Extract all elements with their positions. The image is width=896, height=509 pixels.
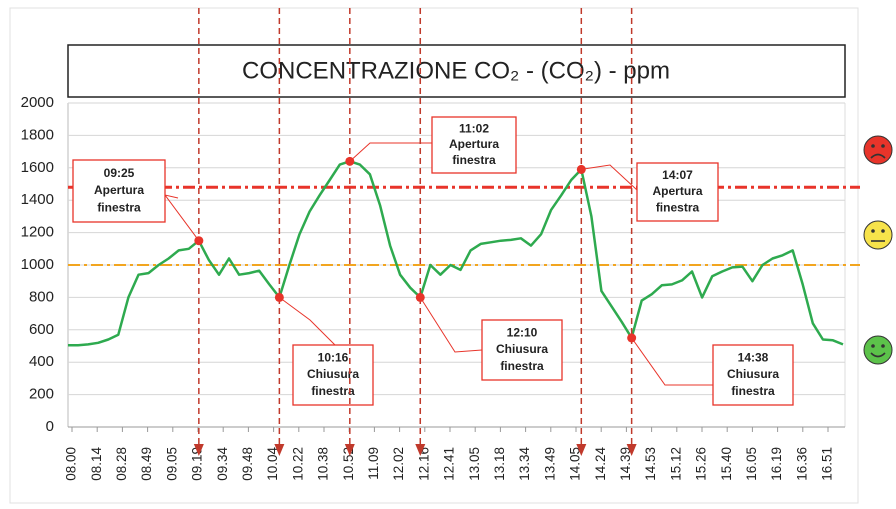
face-red	[863, 135, 893, 165]
y-tick-label: 200	[29, 386, 54, 403]
annotation-text: finestra	[97, 201, 141, 215]
annotation-box	[72, 159, 166, 223]
y-tick-label: 400	[29, 353, 54, 370]
annotation-text: Chiusura	[496, 342, 548, 356]
annotation-box	[481, 319, 563, 381]
x-tick-label: 16.05	[744, 447, 759, 481]
annotation-text: Apertura	[449, 137, 499, 151]
annotation-box	[636, 162, 719, 222]
x-tick-label: 13.49	[542, 447, 557, 481]
y-tick-label: 800	[29, 288, 54, 305]
event-point	[627, 333, 637, 343]
annotation-time: 09:25	[104, 166, 135, 180]
x-tick-label: 15.26	[694, 447, 709, 481]
event-point	[274, 292, 284, 302]
annotation-box	[712, 344, 794, 406]
event-point	[345, 156, 355, 166]
title-box	[67, 44, 846, 98]
annotation-time: 14:38	[738, 350, 769, 364]
x-tick-label: 13.34	[517, 447, 532, 481]
data-line	[68, 160, 844, 347]
chart-title: CONCENTRAZIONE CO₂ - (CO₂) - ppm	[242, 57, 670, 84]
arrow-head	[193, 444, 204, 456]
annotation-text: Chiusura	[307, 367, 359, 381]
arrow-head	[415, 444, 426, 456]
x-tick-label: 16.51	[820, 447, 835, 481]
annotation-text: Apertura	[652, 184, 702, 198]
annotation-box	[292, 344, 374, 406]
leader-line	[279, 296, 336, 346]
event-point	[194, 236, 204, 246]
event-point	[415, 292, 425, 302]
face-green	[863, 335, 893, 365]
y-tick-label: 0	[46, 418, 54, 435]
arrow-head	[626, 444, 637, 456]
x-tick-label: 12.02	[391, 447, 406, 481]
arrow-head	[274, 444, 285, 456]
x-tick-label: 11.09	[366, 447, 381, 480]
x-tick-label: 15.40	[719, 447, 734, 481]
y-tick-label: 1600	[21, 159, 54, 176]
annotation-text: Chiusura	[727, 367, 779, 381]
x-tick-label: 14.24	[593, 447, 608, 481]
x-tick-label: 08.00	[64, 447, 79, 481]
x-tick-label: 08.49	[139, 447, 154, 481]
y-tick-label: 600	[29, 321, 54, 338]
y-tick-label: 2000	[21, 94, 54, 111]
annotation-text: finestra	[656, 200, 700, 214]
x-tick-label: 13.05	[467, 447, 482, 481]
x-tick-label: 10.22	[290, 447, 305, 481]
arrow-head	[344, 444, 355, 456]
x-tick-label: 10.04	[265, 447, 280, 481]
annotation-time: 12:10	[507, 325, 538, 339]
x-tick-label: 10.52	[341, 447, 356, 481]
annotation-time: 11:02	[459, 121, 489, 135]
annotation-text: finestra	[500, 359, 544, 373]
x-tick-label: 15.12	[668, 447, 683, 481]
x-tick-label: 16.36	[794, 447, 809, 481]
event-point	[576, 164, 586, 174]
annotation-text: finestra	[452, 153, 496, 167]
arrow-head	[576, 444, 587, 456]
x-tick-label: 12.16	[416, 447, 431, 481]
x-tick-label: 13.18	[492, 447, 507, 481]
x-tick-label: 14.39	[618, 447, 633, 481]
x-tick-label: 12.41	[442, 447, 457, 481]
chart-frame	[9, 7, 859, 504]
leader-line	[631, 337, 713, 386]
annotation-text: finestra	[311, 384, 355, 398]
leader-line	[163, 194, 200, 241]
x-tick-label: 09.19	[190, 447, 205, 481]
x-tick-label: 14.05	[568, 447, 583, 481]
annotation-text: finestra	[731, 384, 775, 398]
x-tick-label: 09.48	[240, 447, 255, 481]
x-tick-label: 08.14	[89, 447, 104, 481]
y-tick-label: 1200	[21, 224, 54, 241]
annotation-box	[431, 116, 517, 174]
annotation-text: Apertura	[94, 183, 144, 197]
x-tick-label: 16.19	[769, 447, 784, 481]
leader-line	[349, 142, 432, 162]
y-tick-label: 1000	[21, 256, 54, 273]
face-yellow	[863, 220, 893, 250]
x-tick-label: 08.28	[114, 447, 129, 481]
x-tick-label: 09.34	[215, 447, 230, 481]
annotation-time: 10:16	[318, 350, 349, 364]
leader-line	[581, 164, 638, 191]
annotation-time: 14:07	[662, 168, 693, 182]
y-tick-label: 1400	[21, 191, 54, 208]
x-tick-label: 09.05	[164, 447, 179, 481]
leader-line	[419, 297, 483, 353]
x-tick-label: 10.38	[316, 447, 331, 481]
y-tick-label: 1800	[21, 126, 54, 143]
x-tick-label: 14.53	[643, 447, 658, 481]
